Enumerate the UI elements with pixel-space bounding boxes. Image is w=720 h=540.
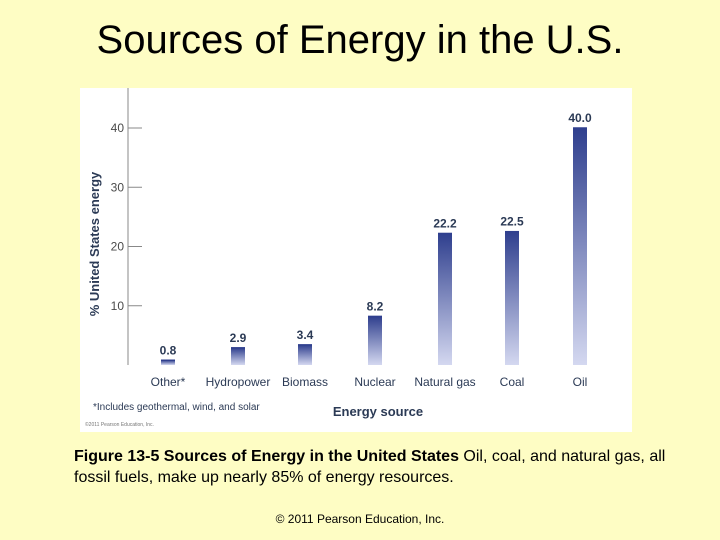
bar-value-label: 40.0	[568, 111, 592, 125]
bar-value-label: 0.8	[160, 343, 177, 357]
category-label: Nuclear	[354, 375, 395, 389]
category-label: Oil	[573, 375, 588, 389]
y-tick-label: 10	[111, 299, 125, 313]
bar	[573, 128, 587, 365]
category-label: Hydropower	[206, 375, 271, 389]
category-label: Coal	[500, 375, 525, 389]
bar-value-label: 3.4	[297, 328, 314, 342]
bar	[231, 347, 245, 365]
copyright-notice: © 2011 Pearson Education, Inc.	[275, 512, 445, 526]
caption-text: Oil, coal, and natural gas, all fossil f…	[74, 448, 666, 486]
labels: 0.8 Other* 2.9 Hydropower 3.4 Biomass 8.2 Nucle…	[151, 111, 592, 389]
x-axis-label: Energy source	[333, 404, 423, 419]
y-tick-label: 40	[111, 121, 125, 135]
bars	[161, 127, 587, 365]
y-axis: 10 20 30 40	[111, 88, 142, 365]
bar-value-label: 22.2	[433, 216, 457, 230]
slide-title: Sources of Energy in the U.S.	[96, 18, 624, 62]
bar-value-label: 22.5	[500, 215, 524, 229]
bar-value-label: 8.2	[367, 299, 384, 313]
category-label: Other*	[151, 375, 186, 389]
bar-value-label: 2.9	[230, 331, 247, 345]
chart-fineprint: ©2011 Pearson Education, Inc.	[85, 421, 154, 428]
bar	[161, 360, 175, 365]
y-axis-label: % United States energy	[87, 171, 102, 316]
category-label: Biomass	[282, 375, 328, 389]
category-label: Natural gas	[414, 375, 475, 389]
caption-title: Figure 13-5 Sources of Energy in the Uni…	[74, 448, 459, 465]
y-tick-label: 20	[111, 240, 125, 254]
chart-footnote: *Includes geothermal, wind, and solar	[93, 402, 260, 413]
y-tick-label: 30	[111, 180, 125, 194]
bar	[368, 316, 382, 365]
chart-panel: 10 20 30 40 0.8 Other* 2.9 Hydropower 3.4 Biomas…	[80, 88, 632, 432]
bar-chart: 10 20 30 40 0.8 Other* 2.9 Hydropower 3.4 Biomas…	[85, 88, 592, 428]
figure-caption: Figure 13-5 Sources of Energy in the Uni…	[74, 446, 674, 488]
bar	[298, 344, 312, 365]
bar	[438, 233, 452, 365]
bar	[505, 231, 519, 365]
